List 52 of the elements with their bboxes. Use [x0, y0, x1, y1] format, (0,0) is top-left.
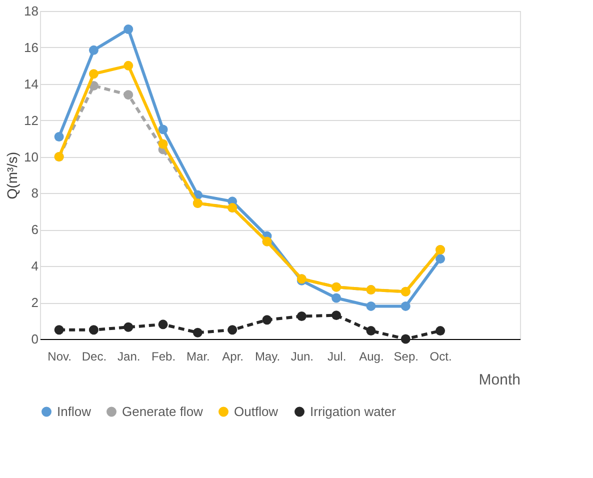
- point: [88, 45, 98, 55]
- x-tick-label: Mar.: [186, 350, 210, 364]
- point: [124, 24, 134, 34]
- x-tick-label: Jan.: [118, 350, 140, 364]
- y-tick-label: 16: [24, 40, 38, 55]
- x-tick-label: Apr.: [222, 350, 244, 364]
- point: [262, 315, 272, 325]
- point: [124, 322, 134, 332]
- point: [88, 69, 98, 79]
- point: [366, 326, 376, 336]
- x-tick-label: Jul.: [327, 350, 346, 364]
- point: [436, 254, 446, 264]
- point: [332, 293, 342, 303]
- point: [124, 90, 134, 100]
- legend-label: Generate flow: [122, 404, 204, 419]
- y-tick-label: 12: [24, 112, 38, 128]
- x-tick-label: Feb.: [152, 350, 176, 364]
- y-tick-label: 6: [31, 222, 38, 238]
- point: [296, 311, 306, 321]
- x-tick-label: Oct.: [430, 350, 452, 364]
- point: [366, 301, 376, 311]
- y-tick-label: 10: [24, 149, 38, 164]
- y-tick-label: 0: [31, 332, 38, 346]
- legend-label: Outflow: [234, 404, 279, 419]
- point: [332, 310, 342, 320]
- x-tick-label: May.: [254, 350, 280, 364]
- point: [158, 320, 168, 330]
- y-tick-label: 4: [31, 258, 38, 274]
- point: [192, 328, 202, 338]
- legend-label: Irrigation water: [310, 404, 397, 419]
- y-axis-title: Q(m³/s): [4, 152, 20, 200]
- y-tick-label: 18: [24, 4, 38, 18]
- point: [88, 325, 98, 335]
- point: [158, 139, 168, 149]
- point: [54, 325, 64, 335]
- point: [228, 325, 238, 335]
- x-tick-label: Nov.: [48, 350, 72, 364]
- point: [54, 132, 64, 142]
- x-tick-label: Aug.: [359, 350, 384, 364]
- point: [158, 124, 168, 134]
- y-tick-label: 8: [31, 186, 38, 201]
- point: [436, 326, 446, 336]
- y-tick-label: 14: [24, 76, 38, 92]
- point: [124, 60, 134, 70]
- x-tick-label: Sep.: [394, 350, 418, 364]
- x-tick-label: Dec.: [82, 350, 107, 364]
- point: [400, 334, 410, 344]
- point: [400, 301, 410, 311]
- x-axis-title: Month: [478, 372, 520, 388]
- x-tick-label: Jun.: [290, 350, 314, 364]
- legend-label: Inflow: [57, 404, 92, 419]
- y-tick-label: 2: [31, 295, 38, 310]
